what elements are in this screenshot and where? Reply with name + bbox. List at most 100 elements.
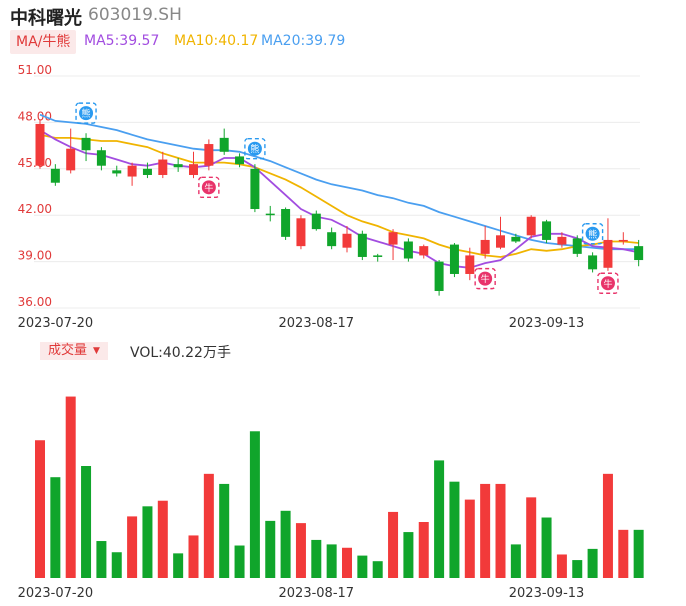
volume-bar	[311, 539, 322, 578]
candle	[66, 128, 76, 174]
candle-body	[434, 261, 444, 291]
volume-bar	[265, 520, 276, 578]
candle-body	[173, 164, 183, 168]
candle-body	[357, 233, 367, 257]
bull-signal-icon: 牛	[474, 267, 496, 290]
candle	[35, 119, 45, 169]
candle	[496, 216, 505, 250]
candle	[311, 210, 321, 231]
volume-bar	[449, 481, 460, 578]
signal-frame	[75, 102, 97, 124]
volume-bar	[219, 483, 230, 578]
ma20-line	[39, 113, 639, 251]
signal-frame	[244, 137, 266, 160]
x-tick-label: 2023-08-17	[279, 316, 355, 331]
date-axis-ticks: 2023-07-20 2023-08-17 2023-09-13	[18, 316, 585, 331]
stock-code: 603019.SH	[88, 5, 182, 25]
volume-bar	[50, 477, 61, 578]
signal-frame	[597, 272, 619, 294]
signal-badge	[201, 180, 216, 195]
candle-body	[388, 232, 398, 245]
candle	[403, 238, 413, 262]
candle-body	[542, 221, 552, 240]
candle-body	[265, 213, 275, 216]
candle	[572, 235, 582, 257]
candle	[557, 232, 567, 248]
signal-badge	[600, 276, 615, 291]
candle-body	[618, 239, 628, 242]
ma5-value: MA5:39.57	[84, 33, 160, 49]
volume-indicator-tab[interactable]: 成交量 ▼	[40, 342, 108, 360]
volume-bar	[157, 500, 168, 578]
stock-name: 中科曙光	[10, 8, 82, 29]
x-tick-label: 2023-09-13	[509, 586, 585, 601]
candle	[219, 128, 229, 155]
ma10-value: MA10:40.17	[174, 33, 259, 49]
candle-body	[511, 236, 521, 242]
candle	[373, 253, 383, 262]
candle-body	[557, 236, 567, 245]
volume-bar	[342, 547, 352, 578]
volume-bar	[388, 511, 399, 578]
volume-bar	[127, 516, 138, 578]
candle	[465, 247, 475, 281]
candle-body	[250, 168, 260, 210]
candle-body	[588, 255, 598, 270]
volume-bar	[234, 545, 245, 578]
candle	[434, 260, 444, 296]
y-tick-label: 42.00	[18, 202, 52, 216]
candle-body	[35, 123, 45, 166]
candle-body	[296, 218, 306, 247]
candle-body	[50, 168, 60, 183]
volume-bar	[96, 541, 107, 578]
candle	[588, 252, 598, 273]
x-tick-label: 2023-09-13	[509, 316, 585, 331]
volume-bar	[495, 483, 506, 578]
bull-signal-icon: 牛	[597, 272, 619, 294]
volume-bar	[173, 553, 184, 578]
candle	[511, 233, 521, 244]
candle-body	[127, 165, 137, 177]
candle	[419, 244, 429, 259]
ma-indicator-tab[interactable]: MA/牛熊	[10, 30, 77, 54]
ma10-line	[39, 133, 639, 258]
volume-bar	[541, 517, 552, 578]
volume-bar	[203, 473, 214, 578]
ma5-line	[39, 129, 639, 269]
bear-signal-icon: 熊	[244, 137, 266, 160]
candle	[542, 219, 552, 244]
candle	[480, 226, 490, 259]
candle	[204, 139, 214, 171]
candle-body	[327, 232, 337, 247]
candle-body	[142, 168, 152, 175]
volume-bar	[434, 460, 445, 578]
candle-body	[419, 246, 429, 256]
volume-bar	[280, 510, 291, 578]
volume-bar	[587, 548, 598, 578]
candle	[112, 165, 122, 177]
volume-bar	[526, 497, 537, 578]
candle-body	[526, 216, 536, 236]
candle	[281, 207, 291, 240]
volume-bar	[111, 552, 122, 578]
volume-value: VOL:40.22万手	[130, 345, 231, 361]
candle-body	[235, 156, 245, 165]
volume-bar	[65, 396, 76, 578]
volume-bar	[480, 483, 491, 578]
candle	[50, 164, 60, 186]
candles	[35, 119, 644, 296]
x-tick-label: 2023-07-20	[18, 586, 94, 601]
signal-frame	[581, 223, 604, 245]
candle-body	[373, 255, 383, 257]
volume-bar	[403, 532, 414, 578]
x-tick-label: 2023-07-20	[18, 316, 94, 331]
signal-label: 熊	[588, 228, 597, 240]
volume-bar	[633, 529, 644, 578]
volume-bar	[510, 544, 521, 578]
candle	[158, 151, 168, 179]
ma20-value: MA20:39.79	[261, 33, 346, 49]
signal-label: 牛	[481, 273, 490, 285]
volume-bars	[35, 396, 644, 578]
